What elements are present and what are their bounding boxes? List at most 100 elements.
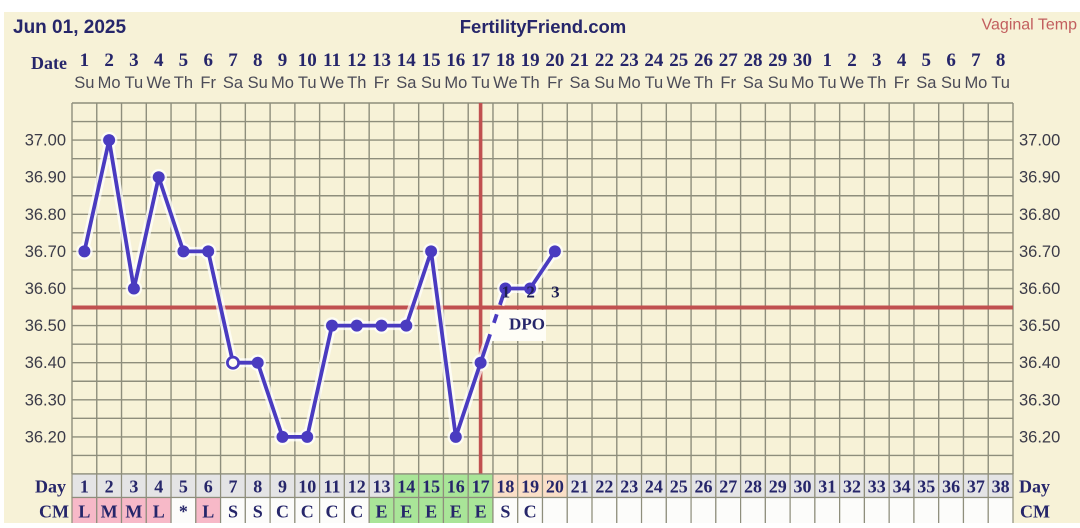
svg-text:34: 34 <box>893 477 911 497</box>
svg-text:28: 28 <box>744 477 762 497</box>
svg-text:Tu: Tu <box>991 74 1010 92</box>
svg-text:5: 5 <box>922 50 932 71</box>
svg-text:11: 11 <box>323 50 341 71</box>
svg-text:14: 14 <box>397 50 417 71</box>
svg-text:3: 3 <box>551 283 560 302</box>
svg-text:Sa: Sa <box>223 74 244 92</box>
svg-text:29: 29 <box>769 477 787 497</box>
svg-text:FertilityFriend.com: FertilityFriend.com <box>460 16 627 37</box>
svg-text:3: 3 <box>129 50 139 71</box>
svg-text:32: 32 <box>843 477 861 497</box>
svg-text:18: 18 <box>496 477 514 497</box>
svg-text:16: 16 <box>447 477 465 497</box>
svg-text:36.30: 36.30 <box>25 391 66 409</box>
svg-text:Date: Date <box>31 53 67 73</box>
svg-text:We: We <box>320 74 344 92</box>
svg-text:36.50: 36.50 <box>25 317 66 335</box>
svg-text:19: 19 <box>521 477 539 497</box>
svg-text:36.70: 36.70 <box>1019 243 1060 261</box>
svg-text:31: 31 <box>818 477 836 497</box>
svg-text:Mo: Mo <box>98 74 121 92</box>
svg-text:21: 21 <box>570 50 589 71</box>
svg-text:*: * <box>179 502 188 522</box>
svg-text:27: 27 <box>719 477 737 497</box>
svg-text:Tu: Tu <box>298 74 317 92</box>
svg-text:20: 20 <box>545 50 564 71</box>
svg-text:8: 8 <box>253 477 262 497</box>
svg-text:36.80: 36.80 <box>1019 206 1060 224</box>
svg-text:3: 3 <box>872 50 882 71</box>
svg-text:36.40: 36.40 <box>1019 354 1060 372</box>
svg-text:20: 20 <box>546 477 564 497</box>
svg-text:1: 1 <box>80 477 89 497</box>
svg-text:23: 23 <box>620 477 638 497</box>
svg-text:DPO: DPO <box>509 315 545 334</box>
svg-text:Mo: Mo <box>618 74 641 92</box>
svg-text:Su: Su <box>941 74 961 92</box>
svg-text:M: M <box>125 502 142 522</box>
svg-text:4: 4 <box>154 50 164 71</box>
svg-text:17: 17 <box>472 477 490 497</box>
svg-text:Mo: Mo <box>444 74 467 92</box>
svg-text:M: M <box>101 502 118 522</box>
svg-text:E: E <box>425 502 437 522</box>
svg-text:Day: Day <box>35 477 66 497</box>
svg-text:Fr: Fr <box>720 74 736 92</box>
svg-text:36: 36 <box>942 477 960 497</box>
svg-text:Sa: Sa <box>743 74 764 92</box>
svg-text:11: 11 <box>323 477 340 497</box>
svg-text:Day: Day <box>1019 477 1050 497</box>
svg-text:24: 24 <box>644 50 664 71</box>
svg-text:18: 18 <box>496 50 515 71</box>
svg-text:17: 17 <box>471 50 491 71</box>
svg-text:Sa: Sa <box>570 74 591 92</box>
svg-text:Fr: Fr <box>547 74 563 92</box>
svg-text:2: 2 <box>526 283 535 302</box>
svg-text:25: 25 <box>670 477 688 497</box>
svg-text:3: 3 <box>129 477 138 497</box>
svg-text:L: L <box>153 502 165 522</box>
svg-text:36.30: 36.30 <box>1019 391 1060 409</box>
svg-text:Sa: Sa <box>916 74 937 92</box>
svg-text:36.70: 36.70 <box>25 243 66 261</box>
svg-text:E: E <box>375 502 387 522</box>
svg-text:S: S <box>500 502 510 522</box>
svg-text:Mo: Mo <box>271 74 294 92</box>
svg-text:E: E <box>450 502 462 522</box>
svg-text:Fr: Fr <box>200 74 216 92</box>
svg-text:1: 1 <box>502 283 511 302</box>
svg-text:36.60: 36.60 <box>25 280 66 298</box>
svg-text:Mo: Mo <box>791 74 814 92</box>
svg-text:Vaginal Temp: Vaginal Temp <box>982 17 1078 34</box>
svg-text:Fr: Fr <box>374 74 390 92</box>
svg-text:Tu: Tu <box>471 74 490 92</box>
svg-text:8: 8 <box>253 50 263 71</box>
svg-text:35: 35 <box>917 477 935 497</box>
svg-text:36.40: 36.40 <box>25 354 66 372</box>
svg-text:30: 30 <box>793 50 812 71</box>
svg-text:36.20: 36.20 <box>25 428 66 446</box>
svg-text:S: S <box>253 502 263 522</box>
svg-text:36.90: 36.90 <box>25 169 66 187</box>
svg-text:C: C <box>524 502 537 522</box>
svg-text:36.50: 36.50 <box>1019 317 1060 335</box>
svg-text:L: L <box>78 502 90 522</box>
svg-text:37: 37 <box>967 477 985 497</box>
svg-text:C: C <box>301 502 314 522</box>
svg-text:We: We <box>146 74 170 92</box>
svg-text:9: 9 <box>278 50 288 71</box>
svg-text:36.80: 36.80 <box>25 206 66 224</box>
svg-text:1: 1 <box>80 50 90 71</box>
svg-text:22: 22 <box>595 477 613 497</box>
svg-text:15: 15 <box>422 477 440 497</box>
svg-text:36.20: 36.20 <box>1019 428 1060 446</box>
svg-text:Th: Th <box>174 74 193 92</box>
svg-text:2: 2 <box>847 50 857 71</box>
svg-text:C: C <box>276 502 289 522</box>
svg-text:Tu: Tu <box>645 74 664 92</box>
svg-text:Sa: Sa <box>396 74 417 92</box>
svg-text:6: 6 <box>203 50 213 71</box>
svg-text:10: 10 <box>298 50 317 71</box>
svg-text:E: E <box>400 502 412 522</box>
svg-text:CM: CM <box>1020 502 1050 522</box>
